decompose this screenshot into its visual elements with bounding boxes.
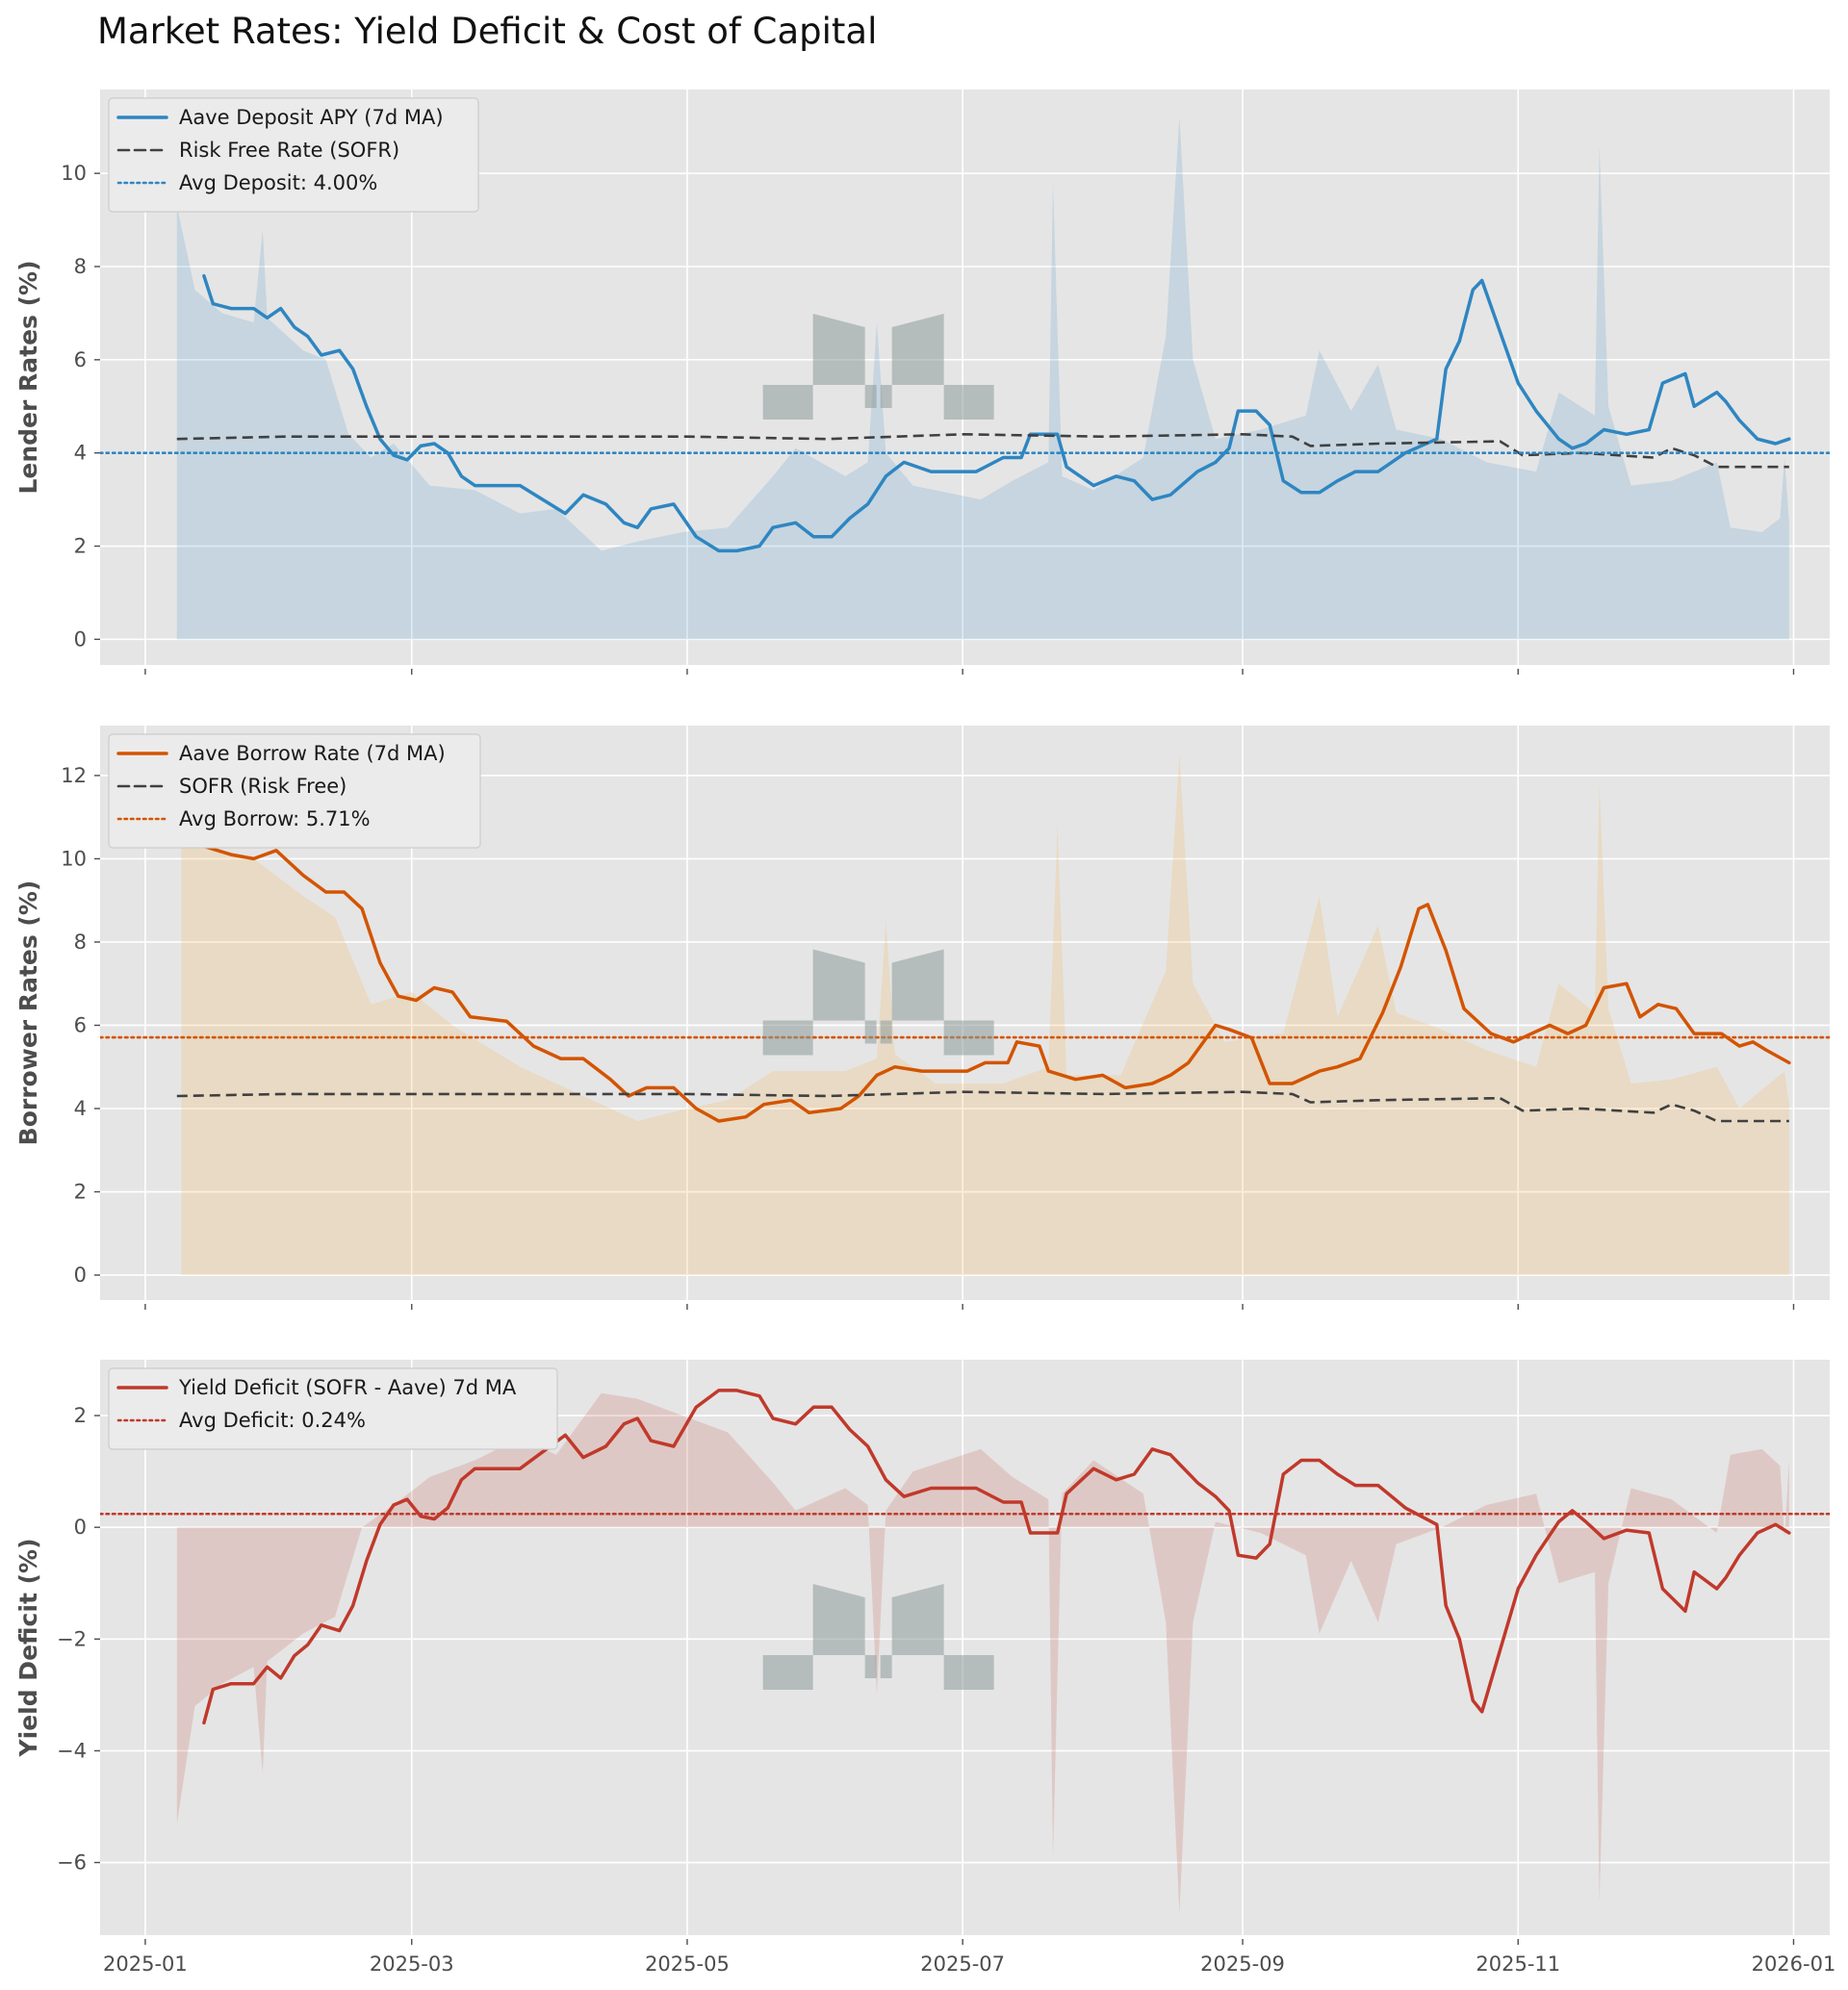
watermark-shape — [880, 1583, 994, 1690]
y-tick-label: 6 — [74, 1013, 87, 1036]
y-tick-label: 0 — [74, 627, 87, 651]
y-tick-label: 0 — [74, 1263, 87, 1287]
sofr-line — [176, 1090, 1789, 1123]
watermark-shape — [880, 313, 994, 420]
legend-box — [108, 733, 481, 849]
x-tick-label: 2025-07 — [920, 1952, 1005, 1976]
daily-rate-area — [181, 754, 1789, 1275]
chart-panel: 0 2 4 6 8 10 Lender Rates (%) Aave Deposit APY … — [14, 89, 1830, 675]
moving-average-line — [184, 831, 1791, 1123]
legend-label: Aave Borrow Rate (7d MA) — [179, 742, 446, 765]
watermark-arrows-icon — [762, 949, 994, 1056]
legend: Aave Deposit APY (7d MA) Risk Free Rate (… — [108, 97, 479, 213]
moving-average-line — [202, 273, 1791, 553]
watermark-arrows-icon — [762, 1583, 994, 1690]
x-tick-label: 2026-01 — [1752, 1952, 1836, 1976]
chart-title: Market Rates: Yield Deficit & Cost of Ca… — [97, 11, 877, 52]
y-tick-label: 4 — [74, 1097, 87, 1120]
legend-label: Avg Deposit: 4.00% — [179, 171, 377, 194]
legend-label: Yield Deficit (SOFR - Aave) 7d MA — [178, 1376, 517, 1399]
daily-rate-area — [176, 117, 1789, 640]
y-tick-label: 10 — [61, 162, 87, 185]
sofr-line — [176, 432, 1789, 469]
y-tick-label: −4 — [57, 1739, 87, 1762]
x-tick-label: 2025-05 — [645, 1952, 730, 1976]
watermark-shape — [880, 949, 994, 1056]
watermark-arrows-icon — [762, 313, 994, 420]
y-axis-label: Lender Rates (%) — [14, 260, 42, 494]
chart-panel: −6 −4 −2 0 2 2025-01 2025-03 2025-05 2025-07 2025… — [14, 1360, 1835, 1976]
plot-background — [100, 1360, 1830, 1935]
daily-rate-area — [176, 1392, 1789, 1913]
y-tick-label: −2 — [57, 1627, 87, 1650]
chart-panel: 0 2 4 6 8 10 12 Borrower Rates (%) Aave Borrow R… — [14, 726, 1830, 1310]
y-tick-label: −6 — [57, 1851, 87, 1875]
watermark-shape — [762, 1583, 877, 1690]
legend: Aave Borrow Rate (7d MA) SOFR (Risk Free)… — [108, 733, 481, 849]
x-tick-label: 2025-03 — [370, 1952, 454, 1976]
watermark-shape — [762, 313, 877, 420]
legend-box — [108, 97, 479, 213]
plot-area — [100, 754, 1830, 1275]
watermark-shape — [762, 949, 877, 1056]
y-tick-label: 2 — [74, 535, 87, 558]
y-tick-label: 8 — [74, 255, 87, 278]
x-tick-label: 2025-01 — [103, 1952, 188, 1976]
x-tick-label: 2025-09 — [1200, 1952, 1285, 1976]
y-tick-label: 10 — [61, 847, 87, 870]
legend-label: Avg Borrow: 5.71% — [179, 807, 371, 830]
plot-area — [100, 1389, 1830, 1913]
y-tick-label: 2 — [74, 1181, 87, 1204]
y-axis-label: Yield Deficit (%) — [14, 1539, 42, 1758]
y-axis-label: Borrower Rates (%) — [14, 880, 42, 1146]
y-tick-label: 6 — [74, 348, 87, 371]
legend: Yield Deficit (SOFR - Aave) 7d MA Avg Def… — [108, 1367, 558, 1450]
legend-label: SOFR (Risk Free) — [179, 775, 346, 798]
legend-label: Avg Deficit: 0.24% — [179, 1409, 366, 1432]
y-tick-label: 4 — [74, 442, 87, 465]
y-tick-label: 0 — [74, 1516, 87, 1539]
plot-area — [100, 117, 1830, 640]
x-tick-label: 2025-11 — [1476, 1952, 1560, 1976]
legend-label: Aave Deposit APY (7d MA) — [179, 106, 444, 129]
y-tick-label: 8 — [74, 931, 87, 954]
legend-box — [108, 1367, 558, 1450]
y-tick-label: 12 — [61, 764, 87, 787]
y-tick-label: 2 — [74, 1404, 87, 1427]
legend-label: Risk Free Rate (SOFR) — [179, 139, 399, 162]
